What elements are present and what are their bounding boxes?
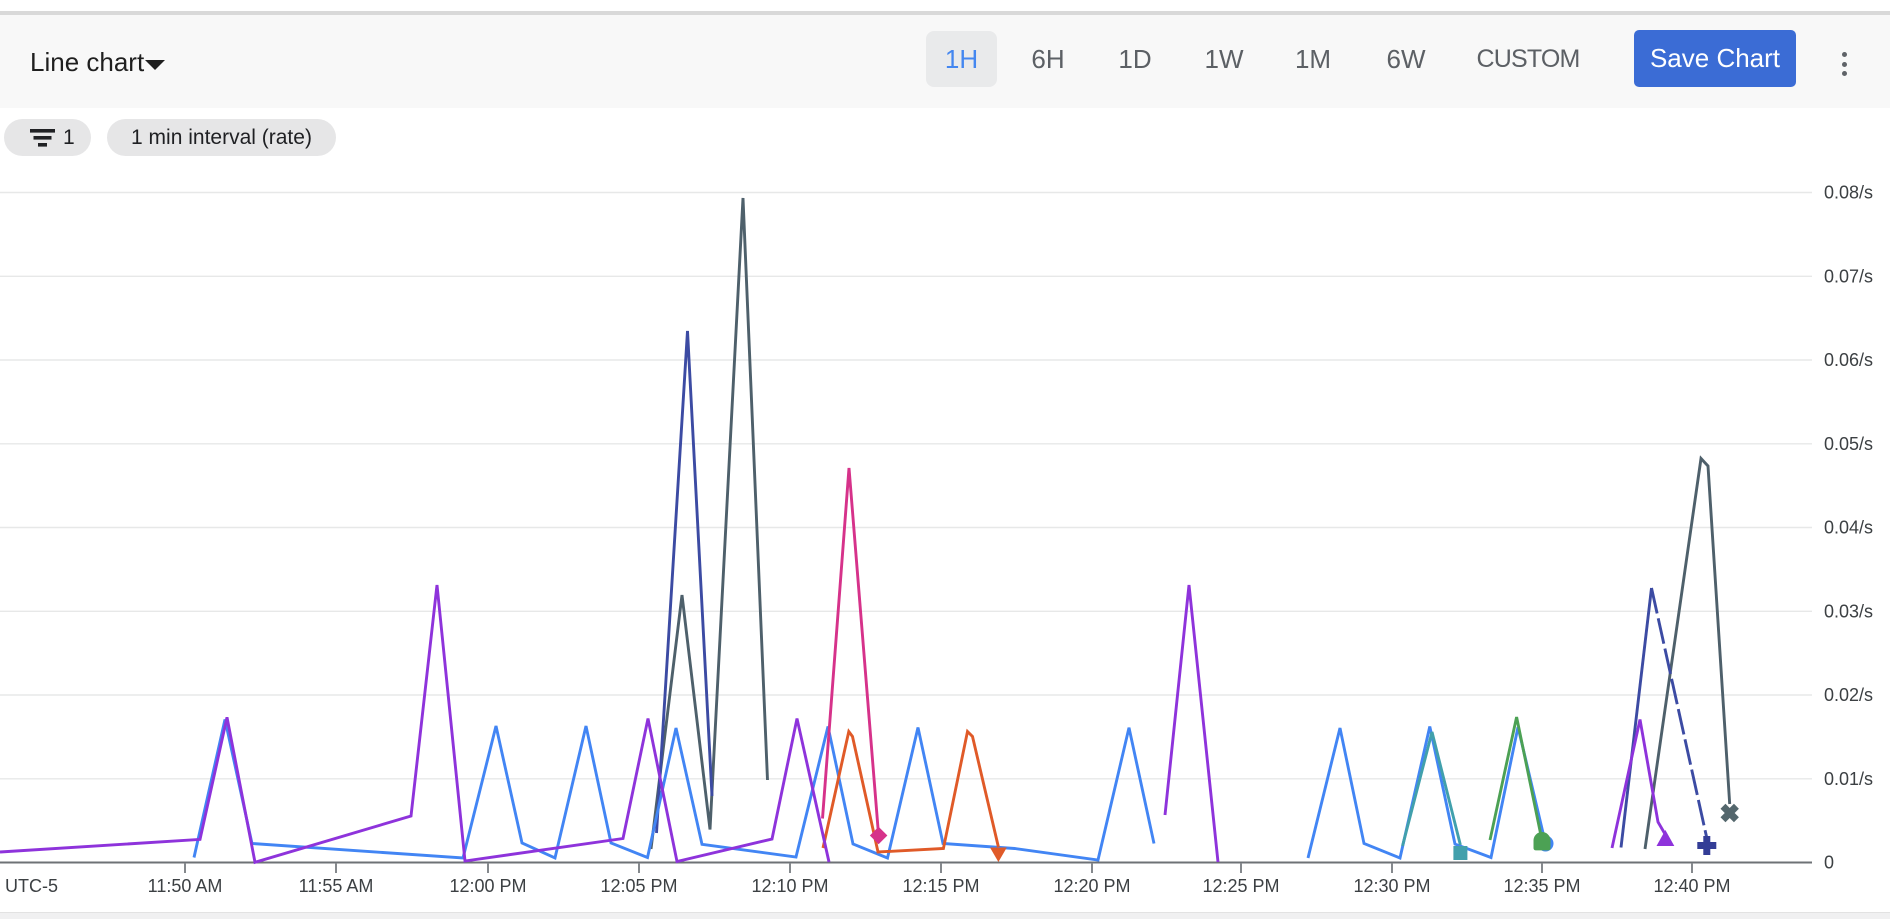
svg-text:12:05 PM: 12:05 PM	[600, 876, 677, 896]
svg-text:12:15 PM: 12:15 PM	[902, 876, 979, 896]
svg-text:UTC-5: UTC-5	[5, 876, 58, 896]
svg-text:12:10 PM: 12:10 PM	[751, 876, 828, 896]
svg-text:0: 0	[1824, 853, 1834, 873]
svg-text:0.06/s: 0.06/s	[1824, 350, 1873, 370]
svg-text:0.05/s: 0.05/s	[1824, 434, 1873, 454]
svg-text:0.04/s: 0.04/s	[1824, 518, 1873, 538]
svg-text:12:00 PM: 12:00 PM	[449, 876, 526, 896]
svg-text:12:35 PM: 12:35 PM	[1503, 876, 1580, 896]
svg-text:0.03/s: 0.03/s	[1824, 601, 1873, 621]
svg-text:12:25 PM: 12:25 PM	[1202, 876, 1279, 896]
svg-text:12:30 PM: 12:30 PM	[1353, 876, 1430, 896]
svg-text:0.07/s: 0.07/s	[1824, 266, 1873, 286]
svg-text:11:50 AM: 11:50 AM	[148, 876, 223, 896]
svg-text:12:20 PM: 12:20 PM	[1053, 876, 1130, 896]
svg-text:0.01/s: 0.01/s	[1824, 769, 1873, 789]
svg-text:0.08/s: 0.08/s	[1824, 183, 1873, 203]
svg-text:11:55 AM: 11:55 AM	[299, 876, 374, 896]
svg-text:12:40 PM: 12:40 PM	[1653, 876, 1730, 896]
svg-text:0.02/s: 0.02/s	[1824, 685, 1873, 705]
